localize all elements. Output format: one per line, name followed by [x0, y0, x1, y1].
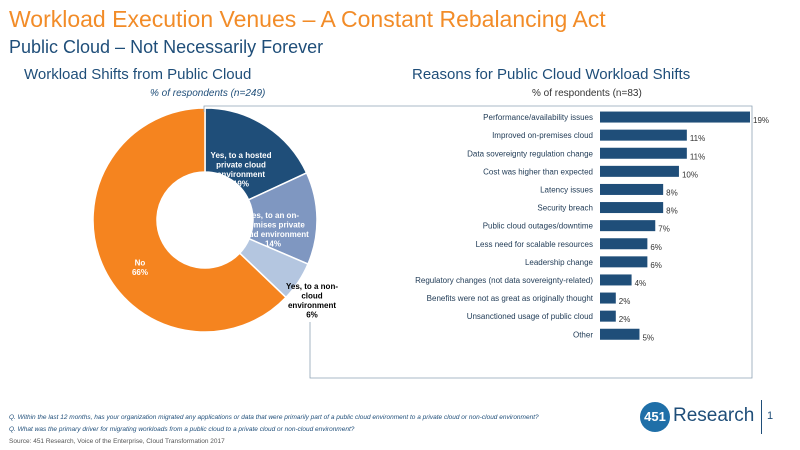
- pie-slice-label: Yes, to an on-premises private cloud envi…: [237, 211, 309, 249]
- logo-circle: 451: [640, 402, 670, 432]
- bar-value-label: 10%: [682, 170, 698, 179]
- bar-value-label: 4%: [635, 279, 647, 288]
- pie-slice-label: No 66%: [132, 258, 148, 277]
- bar: [600, 147, 687, 159]
- bar-value-label: 8%: [666, 188, 678, 197]
- pie-slice: [204, 107, 308, 201]
- bar: [600, 220, 656, 232]
- bar-value-label: 2%: [619, 297, 631, 306]
- logo-text: Research: [673, 405, 755, 426]
- pie-chart-subtitle: % of respondents (n=249): [150, 88, 266, 99]
- bar-value-label: 7%: [658, 225, 670, 234]
- bar: [600, 129, 687, 141]
- bar: [600, 292, 616, 304]
- bar: [600, 111, 750, 123]
- bar-category-label: Cost was higher than expected: [483, 167, 593, 176]
- bar-category-label: Latency issues: [540, 185, 593, 194]
- callout-bracket: [203, 105, 753, 379]
- pie-slice-label: Yes, to a hosted private cloud environment…: [211, 151, 272, 189]
- page-number: 1: [767, 410, 774, 422]
- bar-chart: Performance/availability issues 19% Improv…: [415, 111, 769, 342]
- pie-chart-title: Workload Shifts from Public Cloud: [24, 66, 252, 83]
- bar-value-label: 6%: [650, 261, 662, 270]
- bar-category-label: Other: [573, 330, 593, 339]
- bar-category-label: Regulatory changes (not data sovereignty…: [415, 276, 593, 285]
- logo-451-research: 451 Research: [640, 402, 758, 432]
- bar-category-label: Improved on-premises cloud: [492, 131, 593, 140]
- bar-category-label: Leadership change: [525, 258, 594, 267]
- bar-category-label: Public cloud outages/downtime: [483, 222, 594, 231]
- bar-value-label: 11%: [690, 134, 705, 143]
- pie-chart: Yes, to a hosted private cloud environment…: [92, 107, 338, 333]
- bar-value-label: 11%: [690, 152, 705, 161]
- logo-divider: [761, 400, 762, 434]
- bar-value-label: 6%: [650, 243, 662, 252]
- bar: [600, 165, 679, 177]
- bar: [600, 256, 648, 268]
- bar-value-label: 5%: [642, 333, 654, 342]
- bar-category-label: Security breach: [537, 204, 593, 213]
- footnote-q1: Q. Within the last 12 months, has your o…: [9, 414, 539, 421]
- bar-category-label: Performance/availability issues: [483, 113, 593, 122]
- bar: [600, 328, 640, 340]
- bar-value-label: 8%: [666, 207, 678, 216]
- slide-subtitle: Public Cloud – Not Necessarily Forever: [9, 37, 324, 57]
- bar-category-label: Less need for scalable resources: [476, 240, 593, 249]
- footnote-q2: Q. What was the primary driver for migra…: [9, 426, 355, 433]
- pie-slice-label: Yes, to a non-cloud environment 6%: [286, 282, 338, 320]
- pie-slice: [92, 107, 288, 333]
- source-note: Source: 451 Research, Voice of the Enter…: [9, 438, 225, 445]
- bar-value-label: 19%: [753, 116, 769, 125]
- bar: [600, 310, 616, 322]
- bar-value-label: 2%: [619, 315, 631, 324]
- bar-chart-title: Reasons for Public Cloud Workload Shifts: [412, 66, 691, 83]
- bar-chart-subtitle: % of respondents (n=83): [532, 88, 642, 99]
- bar-category-label: Benefits were not as great as originally…: [427, 294, 594, 303]
- slide-title: Workload Execution Venues – A Constant R…: [9, 6, 606, 32]
- bar: [600, 183, 664, 195]
- bar: [600, 202, 664, 214]
- bar: [600, 238, 648, 250]
- bar-category-label: Unsanctioned usage of public cloud: [467, 312, 593, 321]
- bar-category-label: Data sovereignty regulation change: [467, 149, 593, 158]
- bar: [600, 274, 632, 286]
